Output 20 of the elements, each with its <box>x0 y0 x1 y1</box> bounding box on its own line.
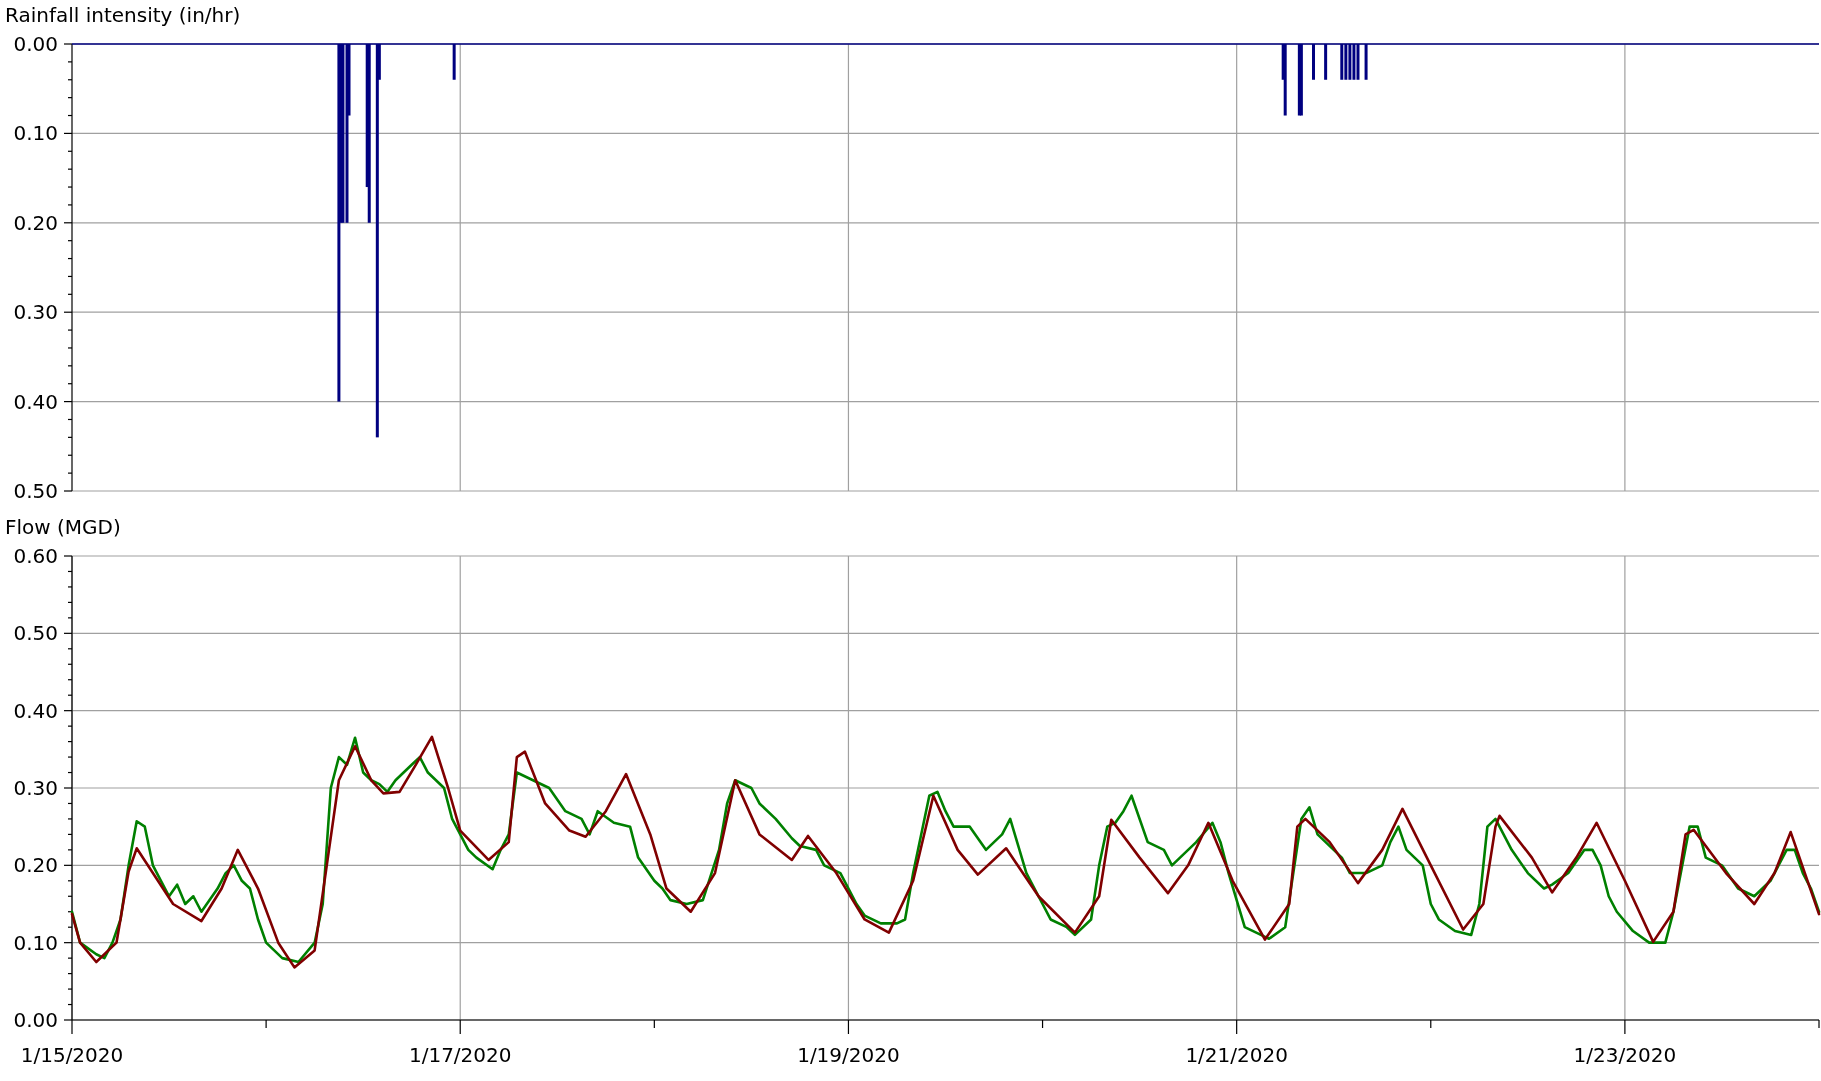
y-axis-title: Flow (MGD) <box>5 515 121 539</box>
y-axis-title: Rainfall intensity (in/hr) <box>5 3 241 27</box>
y-tick-label: 0.10 <box>13 930 58 955</box>
x-tick-label: 1/23/2020 <box>1573 1043 1677 1067</box>
x-tick-label: 1/17/2020 <box>408 1043 512 1067</box>
y-tick-label: 0.00 <box>13 1008 58 1032</box>
y-tick-label: 0.60 <box>13 544 58 568</box>
y-tick-label: 0.30 <box>13 300 58 325</box>
x-tick-label: 1/21/2020 <box>1185 1043 1288 1067</box>
y-tick-label: 0.50 <box>13 479 58 503</box>
y-tick-label: 0.20 <box>13 853 58 878</box>
x-tick-label: 1/19/2020 <box>797 1043 900 1067</box>
y-tick-label: 0.40 <box>13 698 58 723</box>
x-tick-label: 1/15/2020 <box>20 1043 124 1067</box>
y-tick-label: 0.30 <box>13 776 58 800</box>
y-tick-label: 0.50 <box>13 621 58 646</box>
y-tick-label: 0.20 <box>13 210 58 235</box>
y-tick-label: 0.00 <box>13 32 58 56</box>
y-tick-label: 0.40 <box>13 389 58 414</box>
y-tick-label: 0.10 <box>13 121 58 146</box>
